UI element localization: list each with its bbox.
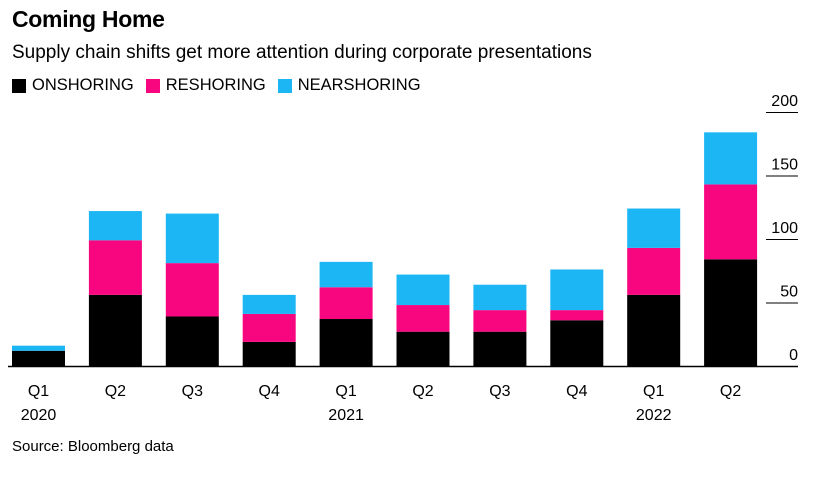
legend-label-onshoring: ONSHORING: [32, 76, 134, 94]
bar-onshoring-6: [396, 331, 450, 366]
bar-reshoring-9: [627, 247, 681, 295]
legend-item-onshoring: ONSHORING: [12, 76, 134, 95]
x-year-label: 2022: [636, 407, 672, 424]
x-tick-label: Q2: [412, 383, 433, 400]
bar-reshoring-5: [319, 287, 373, 320]
x-tick-label: Q2: [720, 383, 741, 400]
bar-nearshoring-3: [165, 213, 219, 264]
bar-onshoring-2: [88, 294, 142, 366]
x-year-label: 2021: [328, 407, 364, 424]
bar-reshoring-4: [242, 313, 296, 342]
bar-nearshoring-8: [550, 269, 604, 311]
legend-swatch-reshoring: [145, 78, 160, 93]
legend-swatch-nearshoring: [277, 78, 292, 93]
y-tick-label: 0: [789, 347, 798, 364]
bars-group: [12, 132, 758, 366]
bar-onshoring-8: [550, 320, 604, 366]
bar-onshoring-3: [165, 316, 219, 366]
x-axis: Q1 2020 Q2 Q3 Q4 Q1 2021 Q2 Q3 Q4 Q1 2022 Q2: [8, 365, 798, 424]
bar-onshoring-9: [627, 294, 681, 366]
bar-onshoring-5: [319, 319, 373, 366]
bar-reshoring-2: [88, 240, 142, 295]
bar-nearshoring-6: [396, 274, 450, 306]
legend-item-reshoring: RESHORING: [145, 76, 266, 95]
y-axis: 0 50 100 150 200: [766, 93, 798, 364]
bar-reshoring-8: [550, 310, 604, 321]
bar-onshoring-1: [12, 350, 65, 366]
bar-reshoring-3: [165, 263, 219, 317]
y-tick-label: 100: [771, 220, 798, 237]
bar-nearshoring-10: [704, 132, 758, 185]
x-tick-label: Q3: [489, 383, 510, 400]
legend-swatch-onshoring: [12, 78, 26, 93]
source-note: Source: Bloomberg data: [12, 438, 174, 455]
bar-onshoring-7: [473, 331, 527, 366]
x-tick-label: Q3: [182, 383, 203, 400]
bar-onshoring-4: [242, 341, 296, 366]
bar-nearshoring-5: [319, 261, 373, 288]
legend-label-nearshoring: NEARSHORING: [297, 76, 421, 94]
bar-reshoring-10: [704, 184, 758, 260]
x-year-label: 2020: [21, 407, 57, 424]
x-tick-label: Q4: [259, 383, 280, 400]
y-tick-label: 50: [780, 284, 798, 301]
bar-reshoring-7: [473, 310, 527, 332]
bar-nearshoring-7: [473, 284, 527, 311]
bar-onshoring-10: [704, 259, 758, 366]
legend: ONSHORING RESHORING NEARSHORING: [12, 76, 433, 95]
y-tick-label: 200: [771, 93, 798, 110]
legend-label-reshoring: RESHORING: [165, 76, 266, 94]
bar-reshoring-6: [396, 305, 450, 332]
chart-title: Coming Home: [12, 6, 165, 32]
chart-subtitle: Supply chain shifts get more attention d…: [12, 42, 592, 63]
bar-nearshoring-2: [88, 211, 142, 241]
x-tick-label: Q1: [335, 383, 356, 400]
x-tick-label: Q1: [643, 383, 664, 400]
x-tick-label: Q2: [105, 383, 126, 400]
legend-item-nearshoring: NEARSHORING: [277, 76, 421, 95]
bar-nearshoring-4: [242, 294, 296, 314]
y-tick-label: 150: [771, 157, 798, 174]
x-tick-label: Q1: [28, 383, 49, 400]
x-tick-label: Q4: [566, 383, 587, 400]
bar-nearshoring-1: [12, 345, 65, 351]
bar-nearshoring-9: [627, 208, 681, 248]
